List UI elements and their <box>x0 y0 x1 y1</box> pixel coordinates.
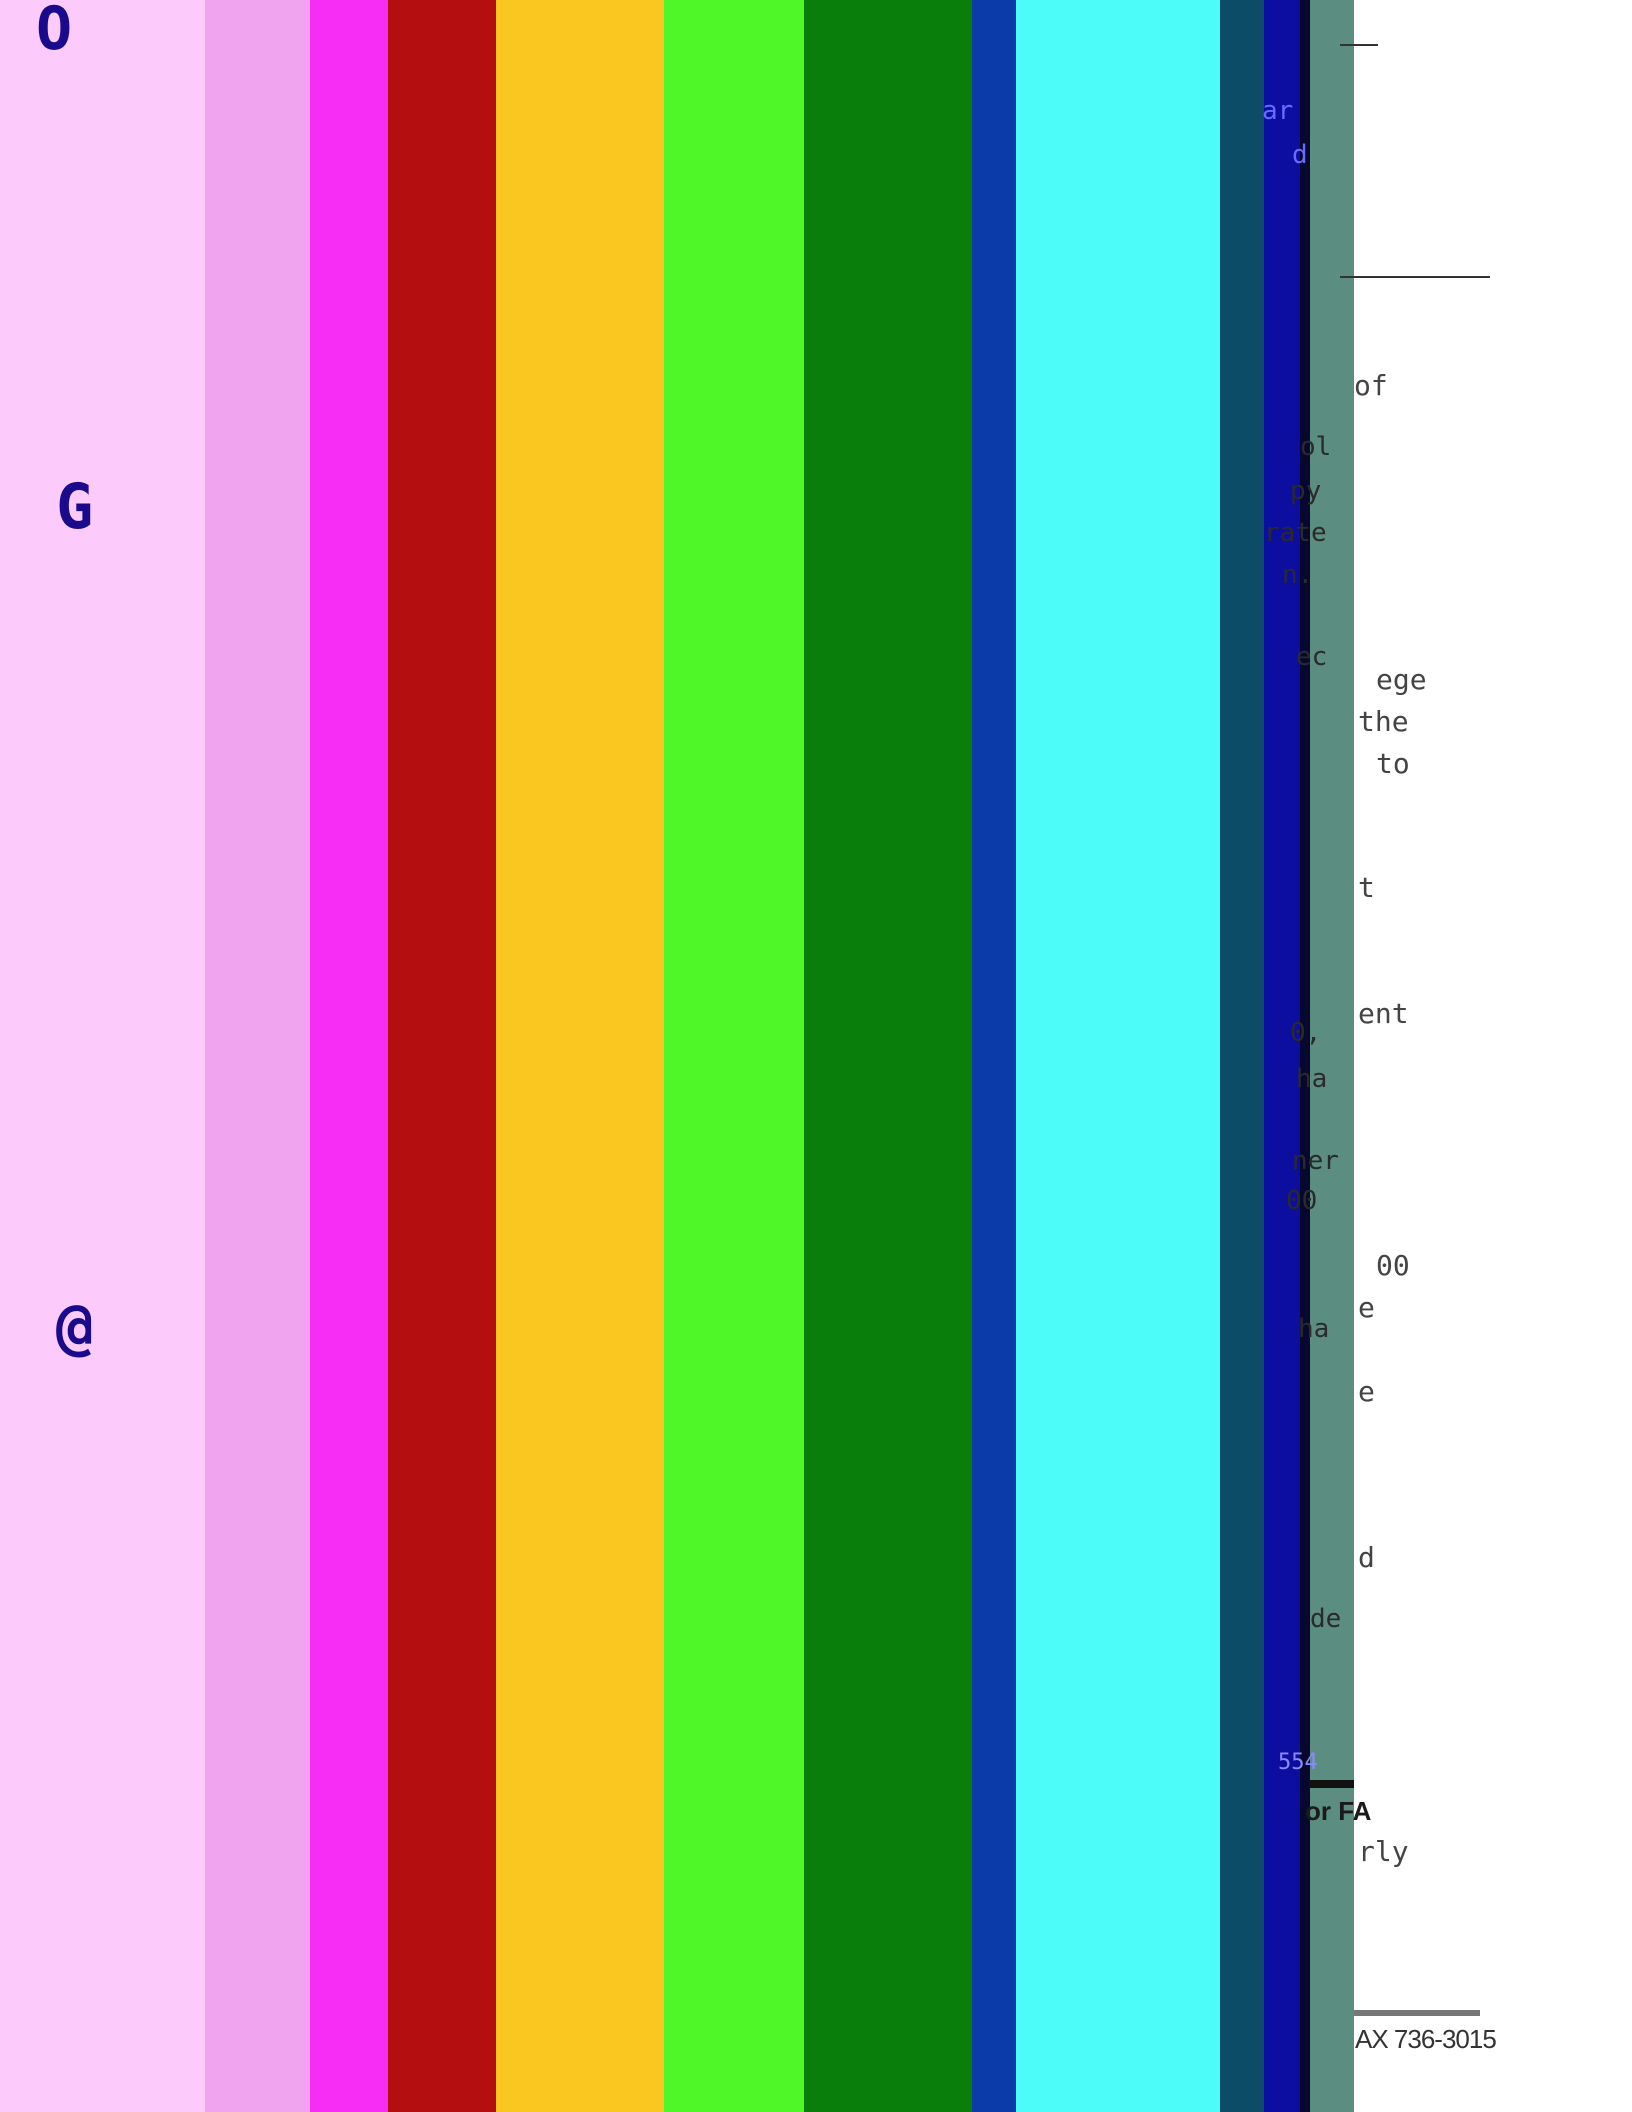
doc-line: ent <box>1358 997 1409 1030</box>
band-crimson <box>388 0 496 2112</box>
top-rule <box>1340 44 1378 46</box>
doc-fragment: d <box>1292 140 1308 170</box>
doc-fragment: rate <box>1264 518 1327 548</box>
doc-line: ege <box>1376 663 1427 696</box>
band-cyan <box>1016 0 1220 2112</box>
doc-fragment: ar <box>1262 96 1294 126</box>
doc-line: rly <box>1358 1835 1409 1868</box>
doc-fragment: ner <box>1292 1146 1339 1176</box>
glyph-top-left: O <box>36 0 73 64</box>
doc-line: d <box>1358 1541 1375 1574</box>
doc-fragment: ha <box>1296 1064 1328 1094</box>
glyph-left-middle-lower: @ <box>56 1290 94 1363</box>
glyph-left-middle-upper: G <box>56 470 94 543</box>
fax-line: AX 736-3015 <box>1355 2024 1497 2054</box>
doc-fragment: 00 <box>1286 1186 1318 1216</box>
doc-line: e <box>1358 1291 1375 1324</box>
doc-fragment: ha <box>1298 1314 1330 1344</box>
band-pink-pattern <box>205 0 310 2112</box>
band-blue <box>972 0 1016 2112</box>
document-page <box>1354 0 1632 2112</box>
band-amber <box>496 0 664 2112</box>
doc-line: e <box>1358 1375 1375 1408</box>
band-dark-edge <box>1300 0 1310 2112</box>
doc-fragment: 554 <box>1278 1750 1318 1775</box>
upper-rule <box>1340 276 1490 278</box>
doc-line: t <box>1358 871 1375 904</box>
doc-fragment: py <box>1290 476 1322 506</box>
doc-fragment: 0, <box>1290 1018 1322 1048</box>
doc-line: the <box>1358 705 1409 738</box>
band-slate-green <box>1310 0 1354 2112</box>
footer-rule <box>1354 2010 1480 2016</box>
doc-fragment: n. <box>1282 560 1314 590</box>
doc-line: to <box>1376 747 1410 780</box>
band-magenta <box>310 0 388 2112</box>
doc-fragment: ol <box>1300 432 1332 462</box>
fa-label: or FA <box>1305 1796 1372 1826</box>
doc-fragment: de <box>1310 1604 1342 1634</box>
band-teal <box>1220 0 1264 2112</box>
doc-line: 00 <box>1376 1249 1410 1282</box>
lower-rule <box>1310 1780 1354 1788</box>
band-pale-pink <box>0 0 205 2112</box>
doc-line: of <box>1354 369 1388 402</box>
band-green <box>804 0 972 2112</box>
doc-fragment: ec <box>1296 642 1328 672</box>
band-lime <box>664 0 804 2112</box>
